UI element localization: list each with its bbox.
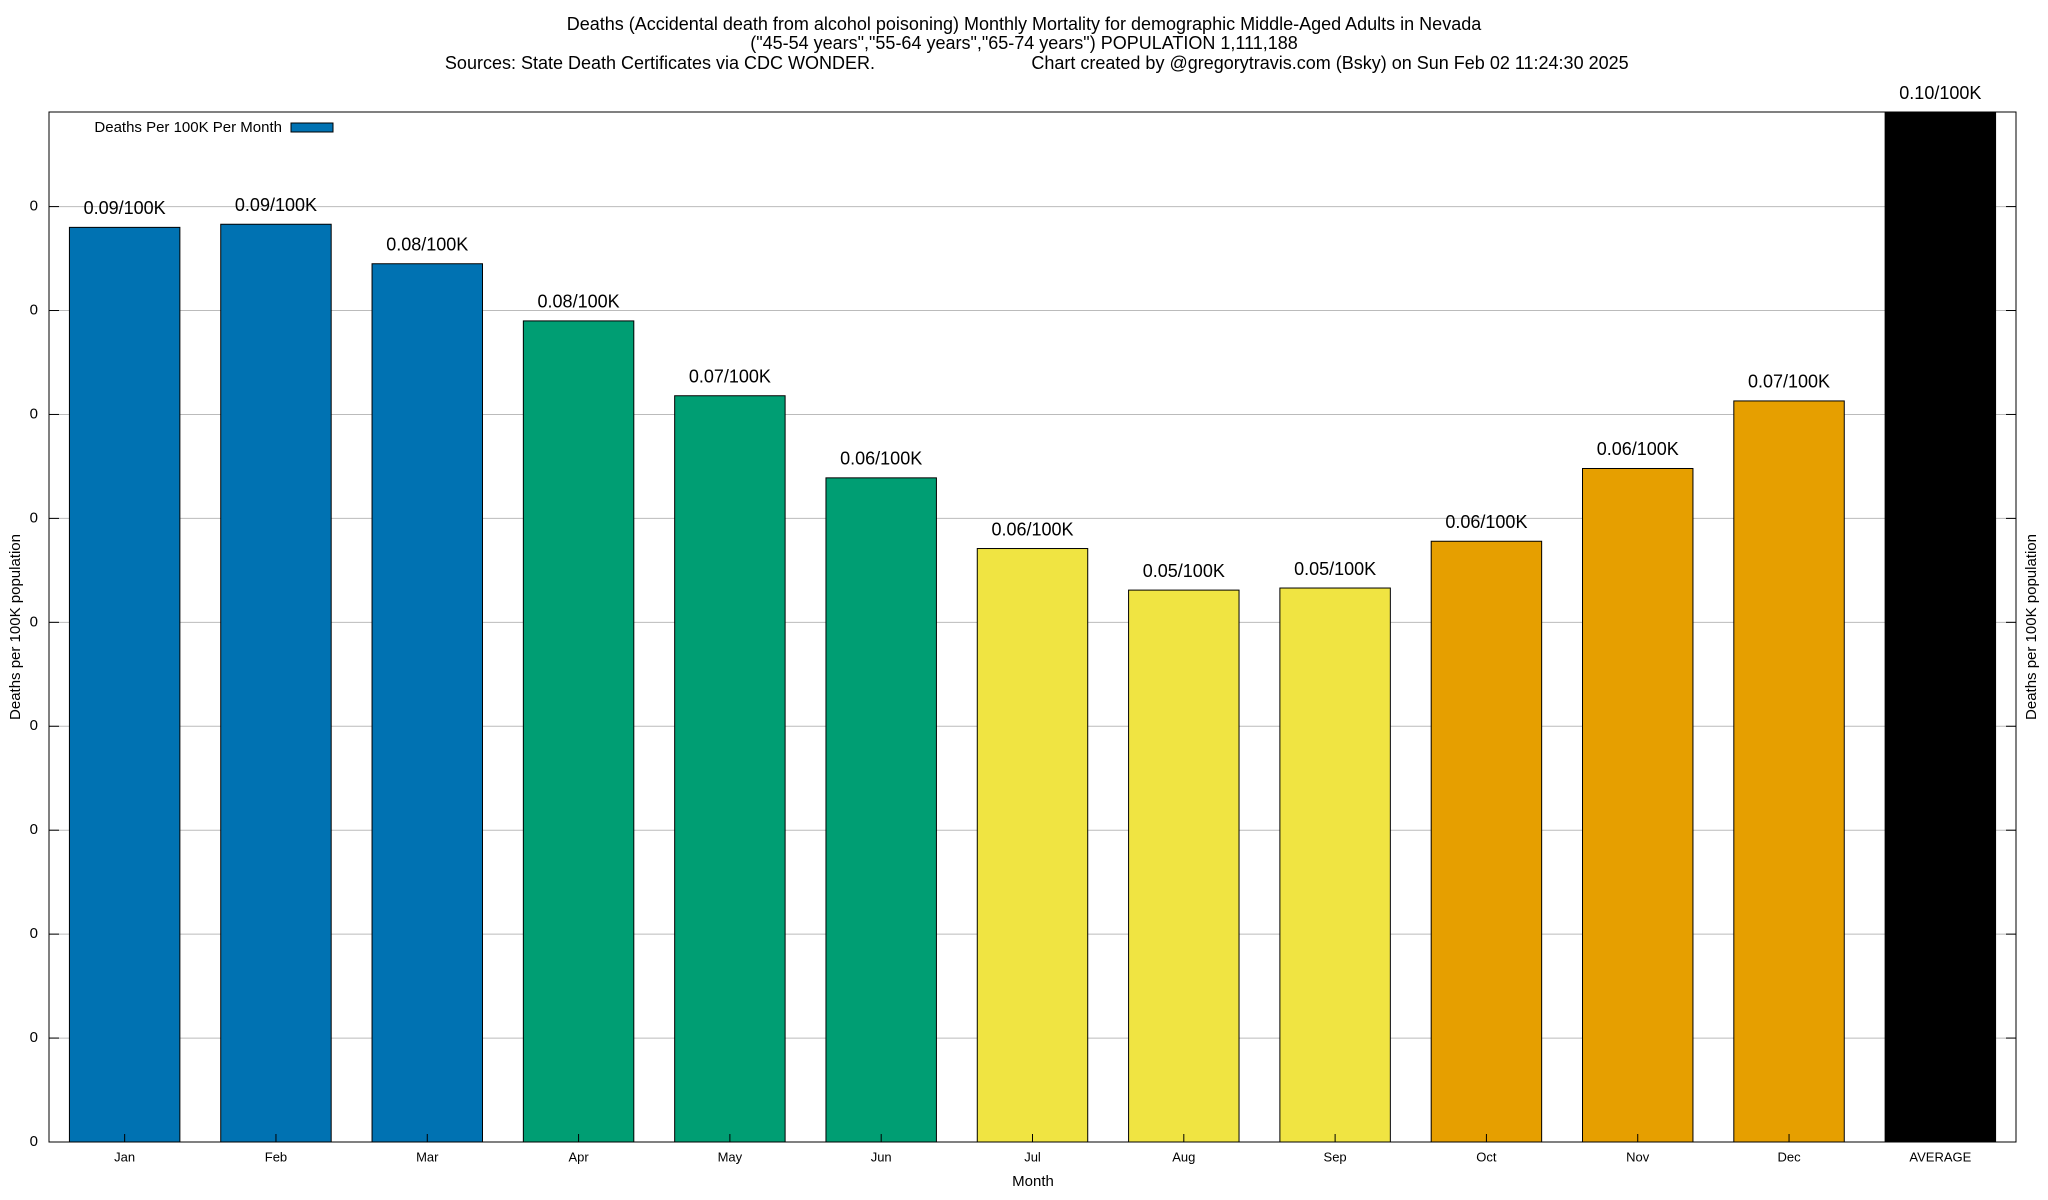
x-tick-label: Feb: [265, 1149, 287, 1164]
bars: [68, 112, 1997, 1142]
source: Sources: State Death Certificates via CD…: [445, 53, 875, 73]
chart-title: Deaths (Accidental death from alcohol po…: [567, 14, 1482, 34]
y-tick-label: 0: [30, 405, 38, 422]
x-tick-label: May: [718, 1149, 743, 1164]
bar: [220, 223, 332, 1142]
bar: [674, 395, 786, 1142]
y-tick-label: 0: [30, 198, 38, 215]
y-tick-label: 0: [30, 1029, 38, 1046]
x-tick-label: Mar: [416, 1149, 439, 1164]
x-tick-label: Aug: [1172, 1149, 1195, 1164]
credit: Chart created by @gregorytravis.com (Bsk…: [1031, 53, 1628, 73]
x-tick-label: Sep: [1324, 1149, 1347, 1164]
data-label: 0.06/100K: [1597, 439, 1679, 459]
bar: [1128, 589, 1240, 1142]
plot-frame: [48, 111, 2017, 1143]
data-label: 0.10/100K: [1899, 83, 1981, 103]
x-tick-label: Jul: [1024, 1149, 1041, 1164]
bar: [1430, 540, 1543, 1142]
data-label: 0.08/100K: [386, 234, 468, 254]
x-tick-label: Oct: [1476, 1149, 1497, 1164]
bar: [522, 320, 635, 1142]
x-tick-label: AVERAGE: [1909, 1149, 1971, 1164]
bar: [1884, 112, 1997, 1142]
x-tick-label: Jun: [871, 1149, 892, 1164]
bar: [976, 548, 1089, 1142]
data-label: 0.09/100K: [84, 198, 166, 218]
y-tick-label: 0: [30, 301, 38, 318]
data-label: 0.06/100K: [840, 449, 922, 469]
bar: [1279, 587, 1391, 1142]
data-label: 0.06/100K: [991, 519, 1073, 539]
y-tick-label: 0: [30, 613, 38, 630]
legend-swatch: [290, 122, 334, 133]
y-tick-label: 0: [30, 509, 38, 526]
y-tick-label: 0: [30, 925, 38, 942]
data-label: 0.05/100K: [1294, 559, 1376, 579]
y-axis-label: Deaths per 100K population: [7, 534, 24, 720]
y2-axis-label: Deaths per 100K population: [2023, 534, 2040, 720]
data-label: 0.07/100K: [689, 366, 771, 386]
bar: [371, 263, 483, 1142]
x-tick-label: Jan: [114, 1149, 135, 1164]
data-label: 0.06/100K: [1445, 512, 1527, 532]
data-label: 0.09/100K: [235, 195, 317, 215]
y-tick-label: 0: [30, 717, 38, 734]
x-tick-label: Nov: [1626, 1149, 1650, 1164]
x-axis-label: Month: [1012, 1173, 1054, 1190]
chart-subtitle: ("45-54 years","55-64 years","65-74 year…: [750, 33, 1298, 53]
bar: [68, 226, 181, 1142]
legend-label: Deaths Per 100K Per Month: [94, 119, 282, 136]
y-tick-label: 0: [30, 821, 38, 838]
bar: [825, 477, 937, 1142]
data-label: 0.05/100K: [1143, 561, 1225, 581]
y-tick-label: 0: [30, 1133, 38, 1150]
data-label: 0.08/100K: [538, 292, 620, 312]
data-label: 0.07/100K: [1748, 372, 1830, 392]
x-tick-label: Apr: [568, 1149, 589, 1164]
bar: [1582, 467, 1694, 1142]
x-tick-label: Dec: [1777, 1149, 1801, 1164]
bar: [1733, 400, 1845, 1142]
